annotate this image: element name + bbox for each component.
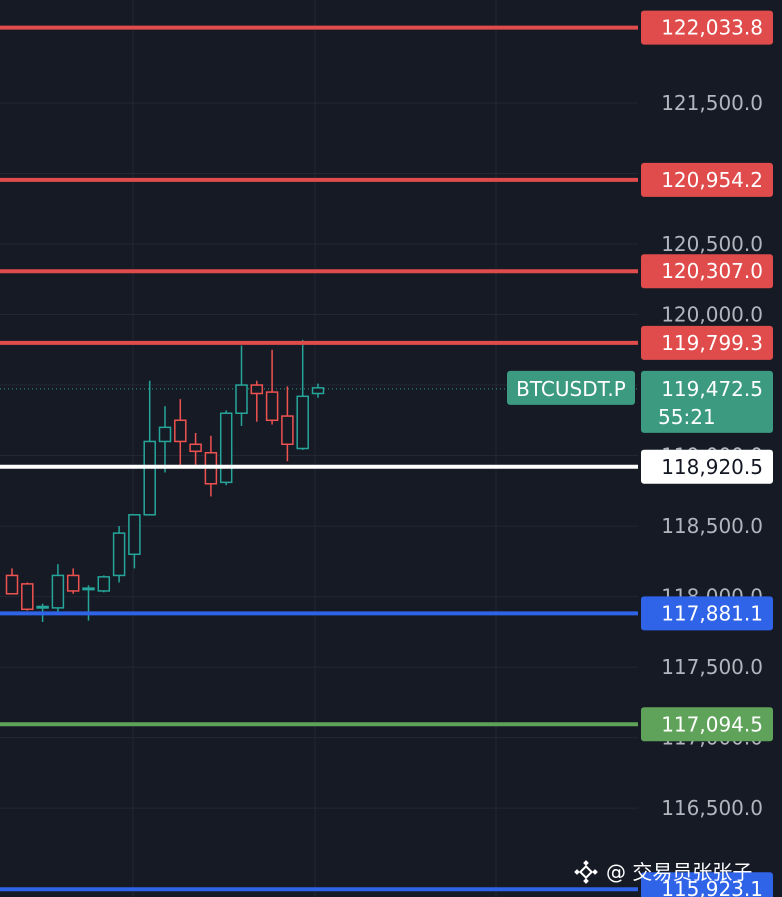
candle-body [296, 395, 309, 450]
price-tick-label: 116,500.0 [661, 796, 763, 820]
price-tag-label: 115,923.1 [661, 877, 763, 897]
candle-body [21, 583, 34, 611]
candle-body [158, 426, 172, 443]
price-tag-bg [641, 596, 773, 631]
price-tag-label: 119,799.3 [661, 331, 763, 355]
countdown-label: 55:21 [658, 405, 716, 429]
price-tag-label: 117,881.1 [661, 601, 763, 625]
price-tick-label: 118,500.0 [661, 514, 763, 538]
current-price-tag-bg [641, 370, 773, 433]
price-tick-label: 120,000.0 [661, 303, 763, 327]
candle-body [66, 574, 80, 592]
candle-body [82, 587, 95, 591]
candle-body [128, 514, 141, 556]
candle [143, 380, 156, 516]
candle-body [265, 391, 279, 422]
price-tag-bg [641, 449, 773, 484]
current-price-label: 119,472.5 [661, 377, 763, 401]
candle [265, 349, 279, 425]
horizontal-lines[interactable] [0, 25, 638, 892]
price-tag-label: 120,307.0 [661, 259, 763, 283]
candle [158, 406, 172, 473]
symbol-label: BTCUSDT.P [516, 377, 626, 401]
candles [5, 339, 325, 622]
candle-body [250, 384, 264, 395]
candle [21, 582, 34, 611]
price-tag-bg [641, 254, 773, 289]
watermark-text: @ 交易员张张子 [606, 860, 752, 884]
candle-body [189, 443, 202, 453]
candle-body [235, 384, 248, 414]
price-tag-bg [641, 10, 773, 45]
price-tick-label: 117,500.0 [661, 655, 763, 679]
candle-body [143, 440, 156, 516]
candle-body [219, 412, 233, 484]
binance-logo-icon [574, 860, 598, 884]
candle-body [97, 576, 111, 592]
candle [296, 339, 309, 450]
candle [281, 386, 294, 462]
price-tag-label: 120,954.2 [661, 168, 763, 192]
price-tags: 122,033.8 120,954.2 120,307.0 119,799.3 118,… [507, 10, 773, 897]
candle [219, 410, 233, 486]
candle [112, 526, 126, 583]
candle [97, 575, 111, 593]
candle [5, 568, 19, 595]
price-tick-label: 121,500.0 [661, 91, 763, 115]
price-tick-label: 120,500.0 [661, 232, 763, 256]
candle [235, 345, 248, 426]
candle [66, 568, 80, 594]
price-tag-bg [641, 872, 773, 897]
candle-body [5, 574, 19, 595]
price-tag-bg [641, 325, 773, 360]
candle-body [174, 419, 187, 443]
candle-body [51, 574, 65, 609]
candle [250, 380, 264, 422]
candle [189, 432, 202, 467]
grid [0, 0, 638, 897]
watermark: @ 交易员张张子 [574, 860, 752, 884]
symbol-tag-bg [507, 370, 635, 405]
price-tag-bg [641, 162, 773, 197]
price-tag-label: 118,920.5 [661, 455, 763, 479]
candle-body [36, 605, 49, 609]
candle-body [281, 415, 294, 446]
candle [128, 514, 141, 569]
price-tag-label: 117,094.5 [661, 712, 763, 736]
candle [51, 564, 65, 614]
candle [311, 383, 325, 398]
price-tag-bg [641, 707, 773, 742]
candle-body [311, 387, 325, 395]
candle [174, 399, 187, 469]
price-tag-label: 122,033.8 [661, 16, 763, 40]
candle-body [112, 532, 126, 577]
